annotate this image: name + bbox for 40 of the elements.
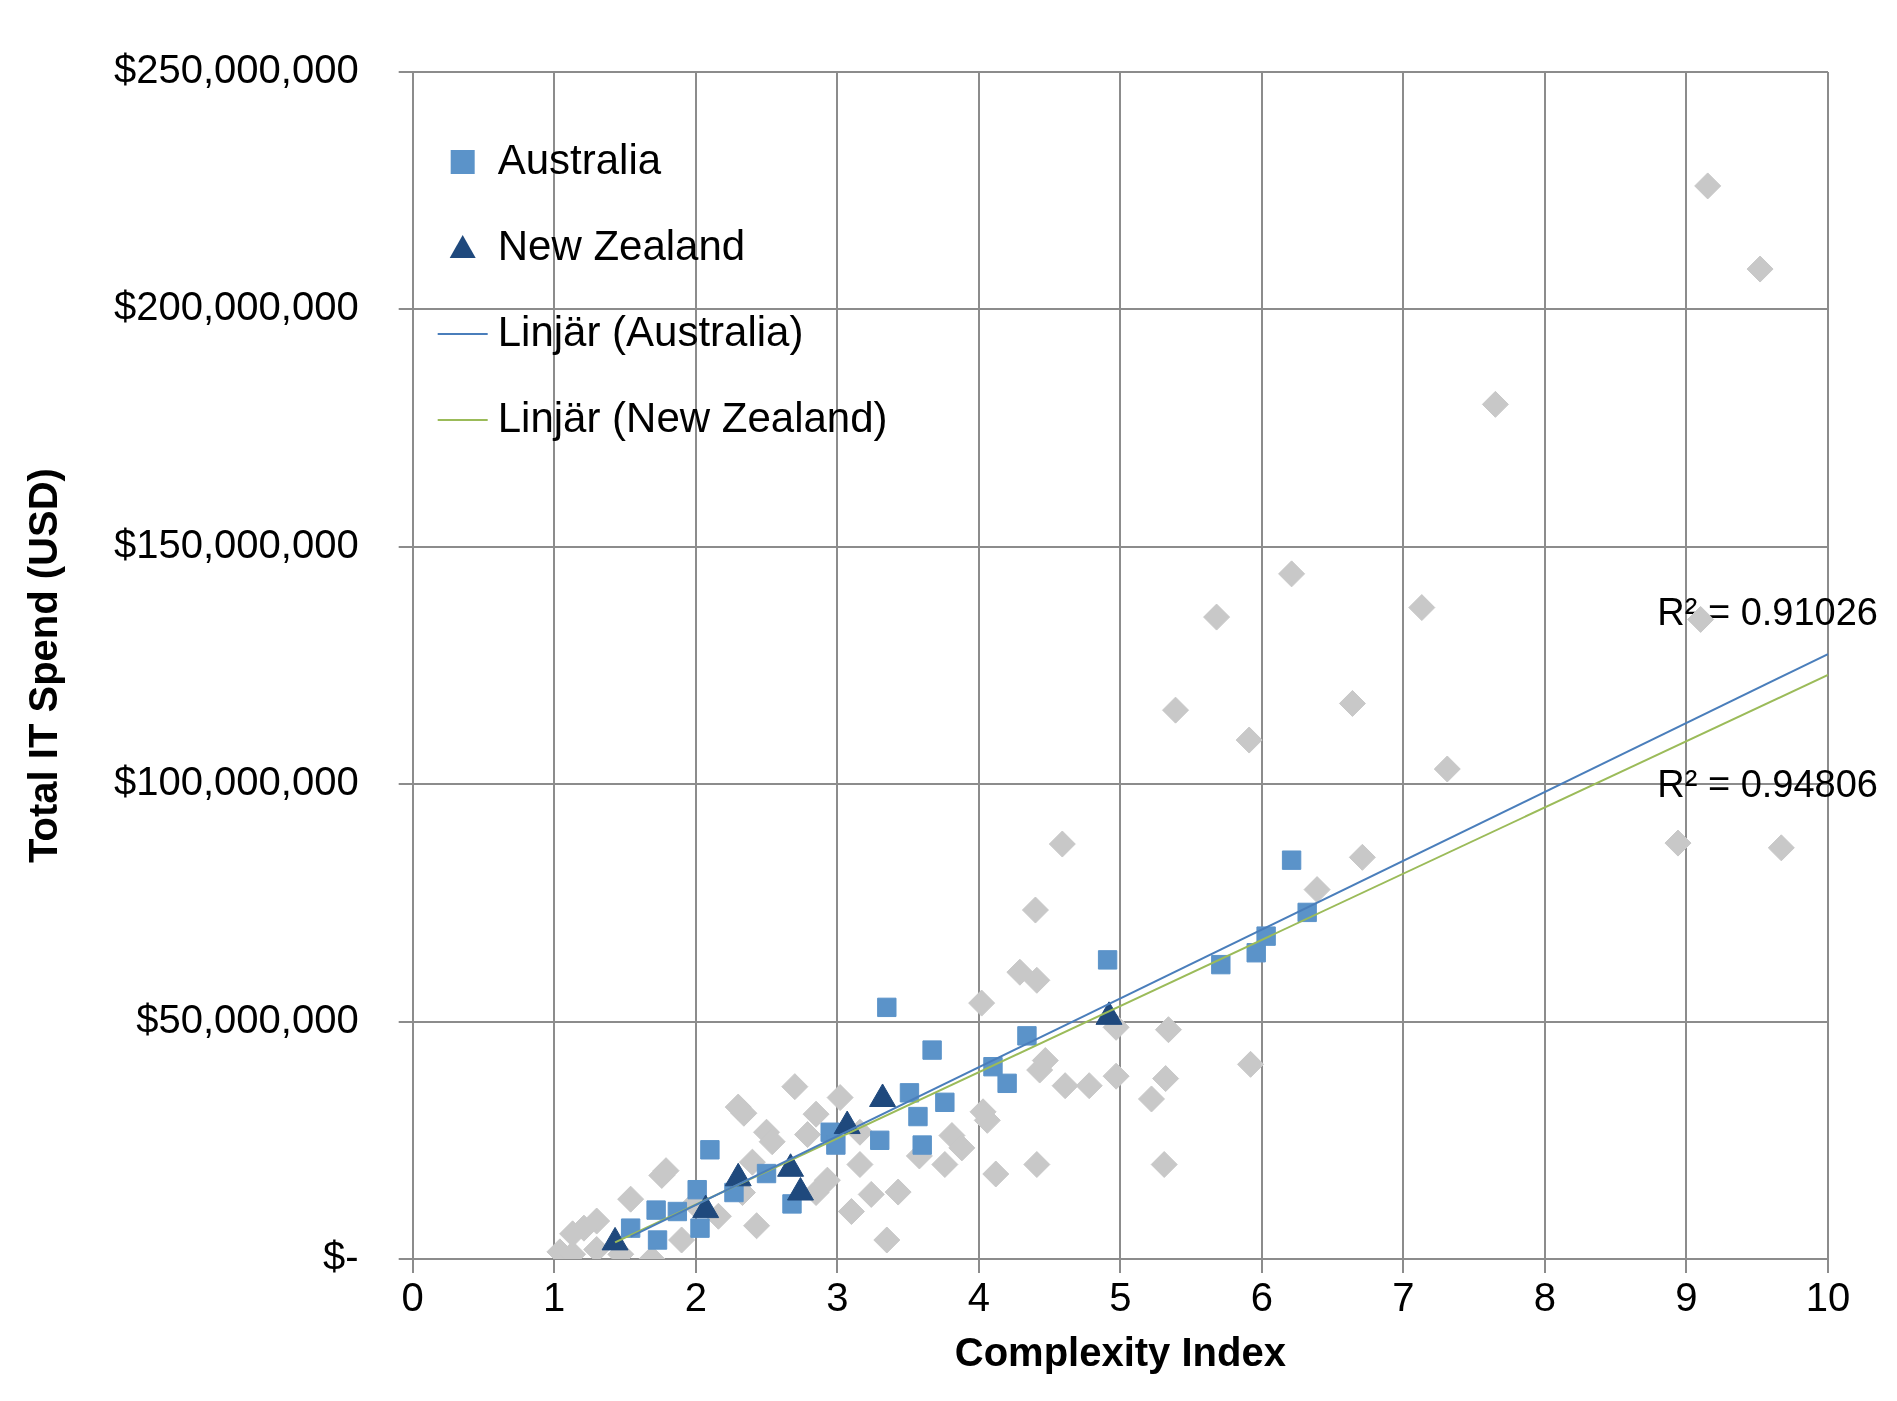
point (1017, 1026, 1037, 1046)
point (700, 1140, 720, 1160)
y-tick-label: $250,000,000 (114, 47, 359, 92)
point (877, 997, 897, 1018)
x-tick-label: 2 (684, 1275, 707, 1320)
x-tick-label: 5 (1109, 1275, 1132, 1320)
legend-label: Australia (497, 135, 662, 183)
x-tick-label: 4 (967, 1275, 990, 1320)
x-tick-label: 3 (826, 1275, 849, 1320)
point (690, 1218, 710, 1238)
point (647, 1230, 668, 1250)
x-axis-title: Complexity Index (954, 1330, 1286, 1375)
x-tick-label: 1 (543, 1275, 566, 1320)
legend-label: Linjär (Australia) (497, 307, 804, 355)
annotation: R² = 0.91026 (1657, 590, 1878, 633)
point (1097, 950, 1118, 970)
legend-label: Linjär (New Zealand) (497, 393, 888, 441)
point (1281, 850, 1302, 870)
x-tick-label: 6 (1250, 1275, 1273, 1320)
point (687, 1179, 707, 1200)
annotation: R² = 0.94806 (1657, 763, 1878, 806)
y-tick-label: $- (323, 1234, 359, 1279)
point (908, 1106, 928, 1127)
point (935, 1092, 955, 1113)
x-tick-label: 8 (1533, 1275, 1557, 1320)
y-tick-label: $100,000,000 (114, 759, 359, 804)
x-tick-label: 10 (1805, 1275, 1851, 1320)
point (922, 1040, 942, 1060)
point (646, 1200, 666, 1220)
y-axis-title: Total IT Spend (USD) (21, 468, 66, 863)
x-tick-label: 9 (1675, 1275, 1698, 1320)
y-tick-label: $200,000,000 (114, 284, 359, 329)
x-tick-label: 7 (1392, 1275, 1415, 1320)
point (870, 1130, 890, 1150)
y-tick-label: $150,000,000 (114, 521, 359, 566)
point (912, 1135, 932, 1155)
y-tick-label: $50,000,000 (136, 996, 359, 1041)
x-tick-label: 0 (401, 1275, 424, 1320)
point (997, 1073, 1017, 1094)
legend-label: New Zealand (497, 221, 746, 269)
